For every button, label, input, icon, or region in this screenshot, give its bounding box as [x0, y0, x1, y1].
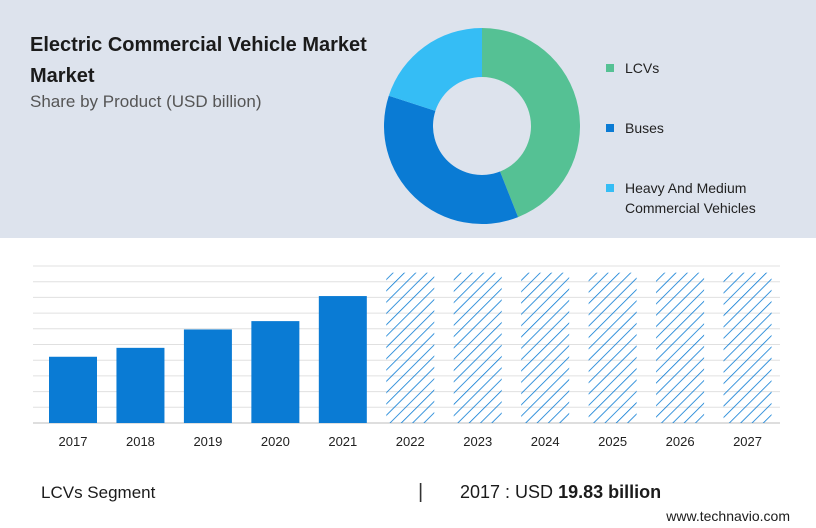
- chart-title: Electric Commercial Vehicle Market Marke…: [30, 34, 367, 87]
- donut-slice-buses: [384, 95, 519, 224]
- x-tick-label: 2022: [396, 434, 425, 449]
- bar-2021: [318, 296, 367, 423]
- bar-forecast-2027: [723, 272, 772, 423]
- legend-swatch: [606, 124, 614, 132]
- chart-subtitle: Share by Product (USD billion): [30, 92, 262, 111]
- x-tick-label: 2023: [463, 434, 492, 449]
- x-tick-label: 2024: [531, 434, 560, 449]
- bar-2017: [49, 356, 97, 423]
- donut-chart: [384, 28, 580, 224]
- segment-year-prefix: 2017 : USD: [460, 482, 554, 502]
- bar-2018: [116, 347, 165, 423]
- bar-2020: [251, 321, 300, 423]
- legend-label: LCVs: [625, 60, 660, 76]
- footer-divider: |: [418, 481, 424, 503]
- bar-forecast-2026: [656, 272, 705, 423]
- x-tick-label: 2027: [733, 434, 762, 449]
- x-tick-label: 2021: [328, 434, 357, 449]
- x-tick-label: 2026: [666, 434, 695, 449]
- x-tick-label: 2025: [598, 434, 627, 449]
- donut-slice-heavy-and-medium-commercial-vehicles: [388, 28, 482, 111]
- bar-forecast-2022: [386, 272, 435, 423]
- legend-label: Heavy And Medium Commercial Vehicles: [625, 180, 756, 216]
- donut-slice-lcvs: [482, 28, 580, 218]
- segment-label: LCVs Segment: [41, 483, 156, 502]
- bar-forecast-2024: [521, 272, 570, 423]
- segment-amount: 19.83 billion: [558, 482, 662, 502]
- site-url[interactable]: www.technavio.com: [666, 508, 790, 524]
- legend-swatch: [606, 64, 614, 72]
- legend-item: LCVs: [606, 58, 775, 78]
- legend-item: Buses: [606, 118, 775, 138]
- x-tick-label: 2020: [261, 434, 290, 449]
- bar-forecast-2025: [588, 272, 637, 423]
- x-tick-label: 2018: [126, 434, 155, 449]
- bar-forecast-2023: [453, 272, 502, 423]
- segment-value: 2017 : USD 19.83 billion: [460, 482, 661, 503]
- bar-2019: [183, 329, 232, 423]
- bar-chart: 2017 2018 2019 2020 2021 2022 2023 2024 2025 2026…: [33, 265, 780, 449]
- legend-item: Heavy And Medium Commercial Vehicles: [606, 178, 775, 218]
- x-tick-label: 2019: [193, 434, 222, 449]
- legend-swatch: [606, 184, 614, 192]
- legend-label: Buses: [625, 120, 664, 136]
- x-tick-label: 2017: [59, 434, 88, 449]
